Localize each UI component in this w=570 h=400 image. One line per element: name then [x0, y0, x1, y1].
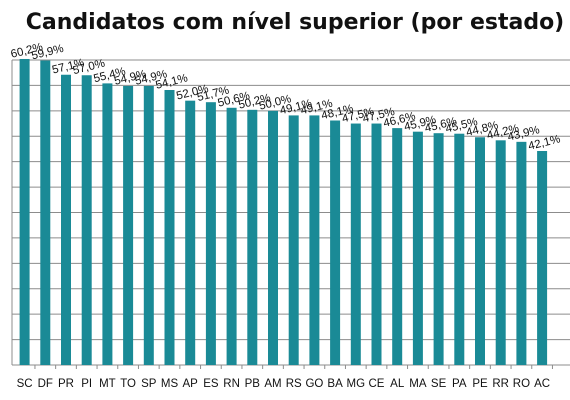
bar-pr: [61, 74, 71, 365]
bar-ms: [164, 89, 175, 365]
bar-al: [392, 128, 403, 365]
x-tick-label: RN: [223, 378, 240, 390]
x-tick-label: PB: [245, 378, 261, 390]
bar-go: [309, 115, 320, 366]
x-tick-label: SP: [141, 378, 157, 390]
x-tick-label: RS: [286, 378, 302, 390]
bar-es: [205, 102, 216, 366]
x-tick-label: AC: [534, 378, 550, 390]
bar-pb: [247, 109, 258, 365]
bar-ma: [412, 131, 423, 365]
bar-ba: [330, 120, 341, 365]
chart-title: Candidatos com nível superior (por estad…: [25, 10, 565, 35]
bar-sc: [19, 58, 30, 365]
bar-se: [433, 133, 444, 365]
x-tick-label: RR: [492, 378, 509, 390]
bar-rr: [495, 140, 506, 365]
bar-df: [40, 60, 51, 366]
x-tick-label: MT: [99, 378, 116, 390]
bar-mg: [350, 123, 361, 366]
x-tick-label: SE: [431, 378, 447, 390]
bar-ce: [371, 123, 382, 366]
bar-ac: [537, 150, 548, 365]
x-tick-label: PE: [472, 378, 488, 390]
x-tick-label: TO: [120, 378, 136, 390]
bar-sp: [143, 85, 154, 366]
x-tick-label: BA: [327, 378, 343, 390]
bar-rs: [288, 115, 299, 366]
x-tick-label: RO: [513, 378, 530, 390]
x-tick-label: PA: [452, 378, 467, 390]
x-tick-label: PR: [58, 378, 74, 390]
x-tick-label: MG: [347, 378, 366, 390]
x-tick-label: AM: [264, 378, 281, 390]
bar-pi: [81, 75, 92, 365]
bar-rn: [226, 107, 237, 366]
x-tick-label: AL: [390, 378, 405, 390]
x-tick-label: MA: [409, 378, 427, 390]
x-tick-label: CE: [369, 378, 385, 390]
x-tick-label: ES: [203, 378, 219, 390]
x-tick-label: AP: [183, 378, 199, 390]
x-tick-label: SC: [17, 378, 33, 390]
bar-mt: [102, 83, 113, 365]
x-tick-label: GO: [305, 378, 323, 390]
bar-ro: [516, 141, 527, 365]
x-tick-label: DF: [38, 378, 53, 390]
bar-to: [123, 85, 134, 366]
bar-ap: [185, 100, 196, 366]
x-tick-label: PI: [81, 378, 92, 390]
x-tick-label: MS: [161, 378, 179, 390]
bar-pa: [454, 133, 465, 365]
bar-pe: [475, 137, 485, 365]
bar-am: [268, 110, 278, 365]
